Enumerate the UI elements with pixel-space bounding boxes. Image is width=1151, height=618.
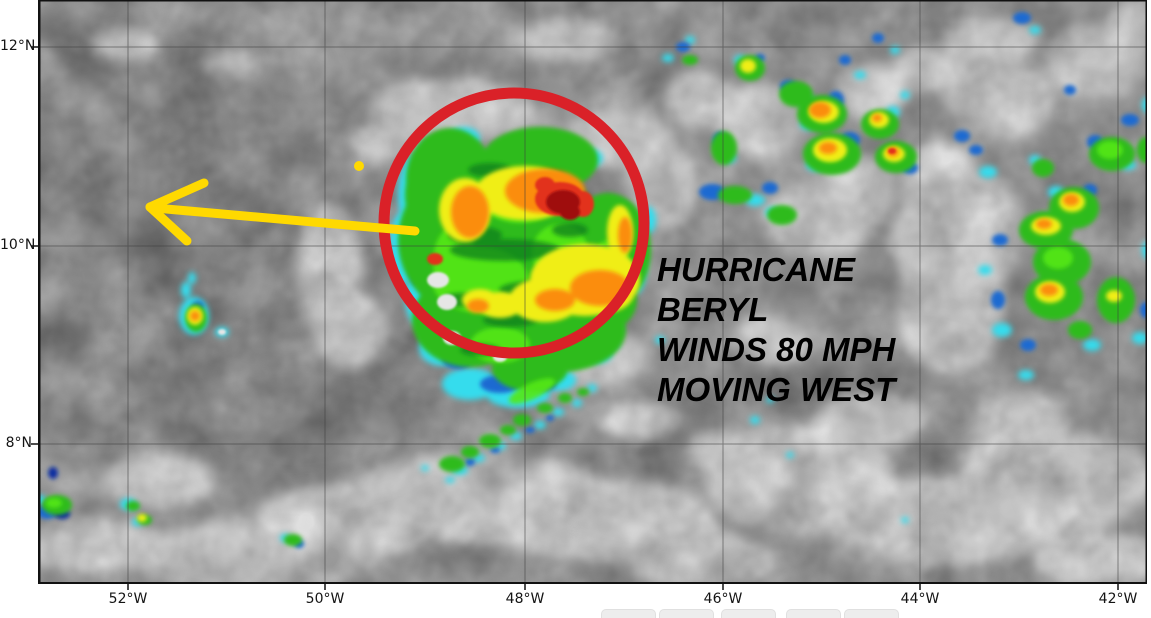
lon-tick-42w: 42°W (1098, 591, 1138, 607)
lon-tick-50w: 50°W (305, 591, 345, 607)
annotation-line-winds: WINDS 80 MPH (657, 331, 896, 368)
lon-tick-46w: 46°W (703, 591, 743, 607)
annotation-line-hurricane: HURRICANE (657, 251, 855, 288)
cropped-toolbar-button-4[interactable] (786, 609, 841, 618)
yellow-dot-annotation (354, 161, 364, 171)
lon-tick-44w: 44°W (900, 591, 940, 607)
cropped-toolbar-button-1[interactable] (601, 609, 656, 618)
motion-arrow (145, 178, 420, 246)
storm-annotations (145, 87, 650, 359)
cropped-toolbar-button-2[interactable] (659, 609, 714, 618)
graticule-gridlines (40, 0, 1146, 583)
tick-marks (31, 46, 1119, 590)
cropped-toolbar-button-3[interactable] (721, 609, 776, 618)
cropped-toolbar-button-5[interactable] (844, 609, 899, 618)
lon-tick-52w: 52°W (108, 591, 148, 607)
annotation-line-beryl: BERYL (657, 291, 769, 328)
lat-tick-12n: 12°N (0, 38, 36, 54)
axes-frame (31, 0, 1147, 590)
satellite-imagery (40, 0, 1146, 583)
red-circle-annotation (378, 87, 650, 359)
convection-cells (40, 12, 1146, 548)
lat-tick-10n: 10°N (0, 237, 36, 253)
lon-tick-48w: 48°W (505, 591, 545, 607)
lat-tick-8n: 8°N (5, 435, 32, 451)
annotation-line-moving: MOVING WEST (657, 371, 896, 408)
